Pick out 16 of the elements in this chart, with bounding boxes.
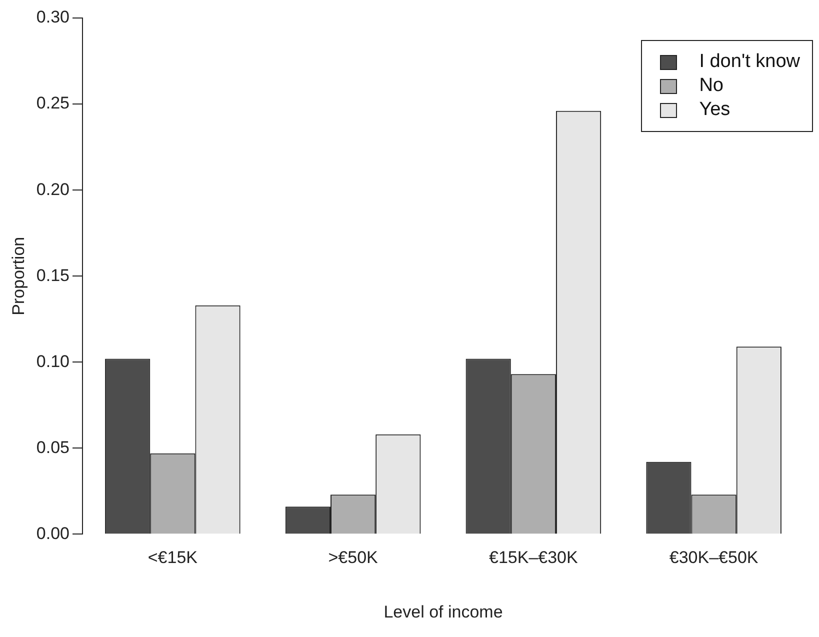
x-tick-label: €15K–€30K — [488, 548, 579, 568]
y-tick-label: 0.05 — [36, 438, 70, 457]
y-tick-label: 0.20 — [36, 180, 70, 199]
y-tick-label: 0.00 — [36, 524, 70, 543]
y-axis-title: Proportion — [8, 236, 28, 316]
legend-label: I don't know — [699, 51, 800, 73]
x-axis-title: Level of income — [384, 602, 503, 622]
legend-label: No — [699, 75, 724, 97]
y-tick-label: 0.30 — [36, 8, 70, 27]
x-tick-label: <€15K — [148, 548, 198, 568]
y-tick-label: 0.15 — [36, 266, 70, 285]
y-tick-label: 0.25 — [36, 94, 70, 113]
x-tick-label: >€50K — [328, 548, 379, 568]
legend-label: Yes — [699, 99, 730, 121]
x-tick-label: €30K–€50K — [669, 548, 759, 568]
y-tick-label: 0.10 — [36, 352, 70, 371]
